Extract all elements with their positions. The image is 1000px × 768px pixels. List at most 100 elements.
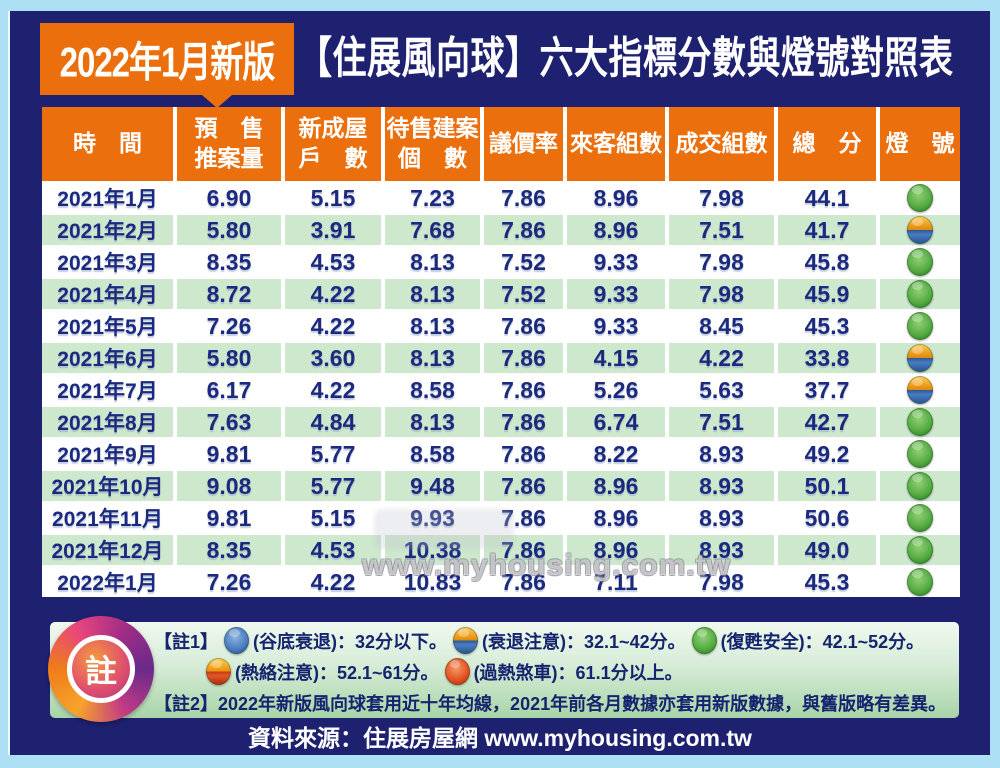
legend-light-caution-icon — [453, 627, 479, 654]
table-row: 2021年4月 8.72 4.22 8.13 7.52 9.33 7.98 45.9 — [42, 277, 960, 309]
column-header: 時 間 — [42, 107, 173, 181]
row-value: 7.86 — [501, 184, 546, 211]
row-value: 5.26 — [593, 376, 639, 403]
row-light-cell — [880, 311, 960, 341]
row-light-cell — [880, 407, 960, 437]
row-value: 8.96 — [567, 471, 665, 501]
row-light-cell — [880, 343, 960, 373]
row-value: 8.93 — [669, 535, 774, 565]
note-badge: 註 — [48, 616, 154, 722]
row-value: 7.86 — [484, 471, 563, 501]
legend-light-blue-icon — [224, 627, 250, 654]
signal-light-green-icon — [907, 504, 933, 532]
row-value: 4.53 — [285, 535, 381, 565]
row-value: 5.77 — [310, 440, 356, 467]
row-value: 8.96 — [567, 215, 665, 245]
table-row: 2021年1月 6.90 5.15 7.23 7.86 8.96 7.98 44.1 — [42, 181, 960, 213]
row-value: 9.48 — [385, 471, 480, 501]
row-light-cell — [880, 375, 960, 405]
row-value: 8.93 — [699, 504, 744, 531]
legend-text: (過熱煞車)：61.1分以上。 — [473, 662, 683, 683]
row-value: 4.15 — [567, 343, 665, 373]
row-value: 4.22 — [669, 343, 774, 373]
legend-item: (谷底衰退)：32分以下。 — [224, 627, 447, 654]
row-value: 49.0 — [778, 535, 876, 565]
note-lines: 【註1】 (谷底衰退)：32分以下。 (衰退注意)：32.1~42分。 (復甦安全)：… — [154, 625, 955, 718]
row-value: 5.77 — [285, 471, 381, 501]
row-value: 4.53 — [310, 248, 356, 275]
row-value: 4.22 — [310, 376, 356, 403]
row-value: 4.84 — [285, 407, 381, 437]
signal-light-green-icon — [907, 280, 933, 308]
row-value: 7.86 — [484, 535, 563, 565]
edition-badge: 2022年1月新版 — [40, 23, 294, 108]
row-value: 7.86 — [501, 568, 546, 595]
row-value: 10.38 — [385, 535, 480, 565]
row-time: 2021年12月 — [42, 535, 173, 565]
legend-item: (過熱煞車)：61.1分以上。 — [444, 658, 683, 685]
legend-light-green-icon — [691, 627, 717, 654]
row-value: 8.35 — [177, 535, 281, 565]
row-value: 10.83 — [403, 568, 462, 595]
row-value: 7.51 — [669, 215, 774, 245]
row-time: 2021年6月 — [42, 343, 173, 373]
column-header: 成交組數 — [669, 107, 774, 181]
row-time: 2021年5月 — [57, 316, 158, 339]
table-row: 2021年12月 8.35 4.53 10.38 7.86 8.96 8.93 49.0 — [42, 533, 960, 565]
row-time: 2021年3月 — [57, 252, 158, 275]
legend-item: (復甦安全)：42.1~52分。 — [691, 627, 925, 654]
table-body: 2021年1月 6.90 5.15 7.23 7.86 8.96 7.98 44.1 2021年… — [42, 181, 960, 597]
legend-text: (熱絡注意)：52.1~61分。 — [235, 662, 439, 683]
row-value: 7.86 — [501, 440, 546, 467]
row-value: 7.52 — [501, 248, 546, 275]
row-value: 7.51 — [669, 407, 774, 437]
row-value: 9.33 — [593, 248, 639, 275]
signal-light-green-icon — [907, 408, 933, 436]
row-value: 9.81 — [206, 440, 252, 467]
row-light-cell — [880, 567, 960, 597]
row-value: 7.98 — [669, 279, 774, 309]
signal-light-green-icon — [907, 536, 933, 564]
edition-badge-label: 2022年1月新版 — [59, 39, 276, 86]
row-value: 5.80 — [177, 215, 281, 245]
row-value: 7.86 — [501, 504, 546, 531]
legend-line-2: (熱絡注意)：52.1~61分。 (過熱煞車)：61.1分以上。 — [200, 656, 955, 687]
row-value: 3.60 — [285, 343, 381, 373]
row-value: 8.13 — [410, 248, 455, 275]
row-value: 8.22 — [593, 440, 639, 467]
table-row: 2021年8月 7.63 4.84 8.13 7.86 6.74 7.51 42.7 — [42, 405, 960, 437]
row-time: 2021年8月 — [42, 407, 173, 437]
notes-panel: 【註1】 (谷底衰退)：32分以下。 (衰退注意)：32.1~42分。 (復甦安全)：… — [50, 622, 959, 718]
row-value: 8.96 — [593, 184, 639, 211]
signal-light-green-icon — [907, 440, 933, 468]
row-light-cell — [880, 439, 960, 469]
row-value: 50.6 — [804, 504, 850, 531]
table-row: 2021年5月 7.26 4.22 8.13 7.86 9.33 8.45 45.3 — [42, 309, 960, 341]
row-value: 7.86 — [501, 312, 546, 339]
page-title: 【住展風向球】六大指標分數與燈號對照表 — [298, 34, 954, 84]
row-value: 8.35 — [206, 248, 252, 275]
row-light-cell — [880, 215, 960, 245]
signal-light-green-icon — [907, 312, 933, 340]
row-time: 2022年1月 — [57, 572, 158, 595]
row-time: 2021年4月 — [42, 279, 173, 309]
row-value: 37.7 — [804, 376, 850, 403]
row-value: 7.98 — [699, 568, 744, 595]
row-value: 4.22 — [310, 312, 356, 339]
row-value: 8.93 — [699, 440, 744, 467]
row-value: 33.8 — [778, 343, 876, 373]
row-value: 8.45 — [699, 312, 744, 339]
row-value: 42.7 — [778, 407, 876, 437]
row-value: 8.96 — [567, 535, 665, 565]
legend-text: (復甦安全)：42.1~52分。 — [720, 631, 925, 652]
row-value: 8.13 — [385, 279, 480, 309]
row-value: 6.90 — [206, 184, 252, 211]
table-row: 2021年10月 9.08 5.77 9.48 7.86 8.96 8.93 50.1 — [42, 469, 960, 501]
row-value: 9.33 — [593, 312, 639, 339]
row-value: 8.96 — [593, 504, 639, 531]
row-value: 7.86 — [484, 215, 563, 245]
row-value: 4.22 — [310, 568, 356, 595]
row-light-cell — [880, 535, 960, 565]
table-row: 2021年3月 8.35 4.53 8.13 7.52 9.33 7.98 45.8 — [42, 245, 960, 277]
indicator-table: 時 間預 售推案量 新成屋戶 數待售建案個 數議價率 來客組數 成交組數總 分燈 號 … — [42, 107, 960, 597]
